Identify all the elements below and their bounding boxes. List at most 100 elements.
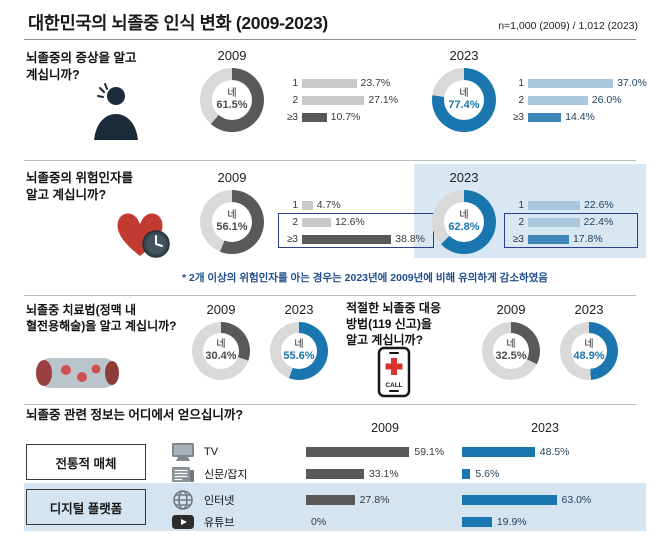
question-line: 뇌졸중의 위험인자를 — [26, 171, 133, 185]
footnote-risk: * 2개 이상의 위험인자를 아는 경우는 2023년에 2009년에 비해 유… — [182, 272, 548, 284]
bar-value: 26.0% — [591, 94, 622, 106]
bar-row: 1 4.7% — [282, 199, 425, 211]
group-label-traditional: 전통적 매체 — [26, 444, 146, 480]
bar-value: 22.6% — [583, 199, 614, 211]
bar-2009: 27.8% — [306, 494, 389, 506]
donut-risk-2009: 2009 네 56.1% — [200, 170, 264, 254]
question-line: 알고 계십니까? — [346, 333, 423, 347]
bar-fill — [302, 95, 365, 105]
bar-value: 27.8% — [359, 494, 390, 506]
question-line: 방법(119 신고)을 — [346, 317, 432, 331]
donut-yes-label: 네 — [227, 88, 237, 100]
svg-text:CALL: CALL — [385, 382, 402, 389]
bar-row: 2 27.1% — [282, 94, 399, 106]
bar-2009: 0% — [306, 516, 326, 528]
year-label: 2009 — [217, 48, 247, 63]
year-label: 2023 — [284, 302, 314, 317]
donut-pct: 30.4% — [205, 350, 237, 363]
donut-chart: 네 56.1% — [200, 190, 264, 254]
donut-pct: 55.6% — [283, 350, 315, 363]
bar-fill — [528, 200, 580, 210]
donut-yes-label: 네 — [294, 339, 304, 351]
donut-symptoms-2023: 2023 네 77.4% — [432, 48, 496, 132]
bar-row: 2 22.4% — [508, 216, 614, 228]
donut-hole: 네 48.9% — [570, 332, 608, 370]
donut-hole: 네 62.8% — [443, 201, 485, 243]
donut-yes-label: 네 — [584, 339, 594, 351]
donut-hole: 네 55.6% — [280, 332, 318, 370]
bar-value: 63.0% — [561, 494, 592, 506]
person-headache-icon — [86, 82, 142, 145]
donut-hole: 네 32.5% — [492, 332, 530, 370]
header-divider — [24, 39, 636, 40]
donut-treatment-2009: 2009 네 30.4% — [192, 302, 250, 380]
question-line: 뇌졸중 치료법(정맥 내 — [26, 303, 137, 317]
question-line: 뇌졸중의 증상을 알고 — [26, 51, 137, 65]
bar-fill — [306, 495, 355, 505]
bar-row: 1 23.7% — [282, 77, 398, 89]
bar-fill — [462, 469, 471, 479]
bar-2023: 5.6% — [462, 468, 499, 480]
heart-clock-icon — [112, 206, 176, 267]
bar-value: 59.1% — [414, 446, 445, 458]
bar-value: 10.7% — [330, 111, 361, 123]
donut-yes-label: 네 — [459, 210, 469, 222]
donut-chart: 네 48.9% — [560, 322, 618, 380]
bar-count-label: 2 — [292, 94, 298, 106]
question-line: 계십니까? — [26, 68, 80, 82]
section-treatment-response: 뇌졸중 치료법(정맥 내 혈전용해술)을 알고 계십니까? 2009 네 30.… — [24, 300, 646, 404]
bar-value: 27.1% — [368, 94, 399, 106]
bar-fill — [302, 112, 327, 122]
newspaper-icon — [170, 465, 196, 483]
bar-count-label: 1 — [292, 199, 298, 211]
bar-count-label: ≥3 — [286, 111, 298, 123]
column-header-2009: 2009 — [371, 421, 399, 435]
globe-icon — [170, 489, 196, 511]
donut-response-2023: 2023 네 48.9% — [560, 302, 618, 380]
bar-fill — [462, 447, 535, 457]
bar-2009: 33.1% — [306, 468, 399, 480]
page-title: 대한민국의 뇌졸중 인식 변화 (2009-2023) — [28, 13, 328, 33]
media-label: 유튜브 — [204, 517, 235, 529]
donut-chart: 네 62.8% — [432, 190, 496, 254]
bar-count-label: ≥3 — [512, 233, 524, 245]
donut-pct: 32.5% — [495, 350, 527, 363]
bar-fill — [306, 469, 364, 479]
donut-symptoms-2009: 2009 네 61.5% — [200, 48, 264, 132]
bar-row: ≥3 17.8% — [508, 233, 614, 245]
bar-2023: 19.9% — [462, 516, 527, 528]
bar-2023: 48.5% — [462, 446, 570, 458]
bar-2009: 59.1% — [306, 446, 444, 458]
bar-value: 5.6% — [475, 468, 500, 480]
bar-row: 2 12.6% — [282, 216, 425, 228]
donut-pct: 48.9% — [573, 350, 605, 363]
bar-group-symptoms-2009: 1 23.7% 2 27.1% ≥3 10.7% — [282, 77, 399, 123]
group-label-digital: 디지털 플랫폼 — [26, 489, 146, 525]
bar-row: 2 26.0% — [508, 94, 647, 106]
bar-fill — [302, 200, 313, 210]
bar-fill — [462, 517, 492, 527]
media-row-newspaper: 신문/잡지 33.1% 5.6% — [24, 465, 646, 483]
bar-count-label: 2 — [518, 94, 524, 106]
bar-count-label: 2 — [518, 216, 524, 228]
bar-count-label: ≥3 — [512, 111, 524, 123]
donut-hole: 네 61.5% — [211, 79, 253, 121]
question-symptoms: 뇌졸중의 증상을 알고 계십니까? — [26, 50, 136, 84]
bar-row: ≥3 38.8% — [282, 233, 426, 245]
bar-row: ≥3 14.4% — [508, 111, 647, 123]
bar-fill — [528, 112, 562, 122]
blood-vessel-icon — [32, 352, 122, 399]
tv-icon — [170, 442, 196, 462]
bar-value: 48.5% — [539, 446, 570, 458]
bar-value: 37.0% — [617, 77, 647, 89]
question-line: 뇌졸중 관련 정보는 어디에서 얻으십니까? — [26, 408, 244, 422]
donut-chart: 네 77.4% — [432, 68, 496, 132]
year-label: 2009 — [217, 170, 247, 185]
bar-fill — [528, 95, 588, 105]
bar-value: 38.8% — [395, 233, 426, 245]
donut-chart: 네 55.6% — [270, 322, 328, 380]
youtube-icon — [170, 513, 196, 531]
bar-count-label: 1 — [518, 199, 524, 211]
bar-group-risk-2009: 1 4.7% 2 12.6% ≥3 38.8% — [278, 199, 434, 248]
bar-value: 4.7% — [316, 199, 341, 211]
